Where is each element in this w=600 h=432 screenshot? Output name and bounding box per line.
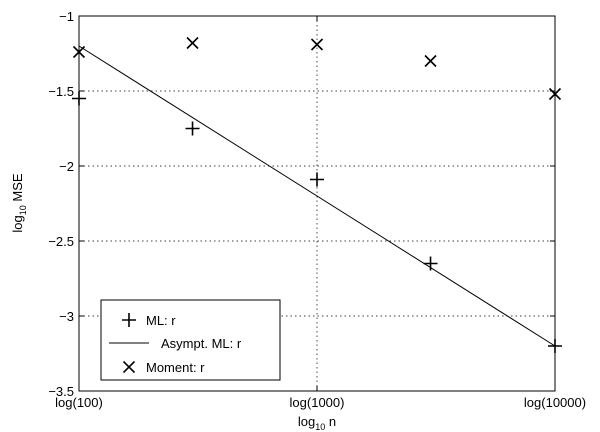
y-tick-label: −3 [59,309,74,324]
cross-marker [72,45,86,59]
y-axis-label: log10 MSE [10,173,28,232]
plus-marker [423,256,438,271]
cross-marker [310,38,324,51]
plus-marker [72,91,86,106]
y-tick-label: −3.5 [48,384,74,399]
plus-marker [310,172,324,187]
x-tick-label: log(10000) [524,395,586,410]
legend-item: ML: r [122,313,176,328]
legend-box [100,299,281,381]
legend-label: ML: r [146,313,176,328]
legend-item: Asympt. ML: r [109,336,242,351]
cross-marker [548,87,562,101]
cross-marker [186,36,199,50]
series-layer [72,36,562,353]
plus-marker [122,313,136,327]
y-tick-label: −1.5 [48,84,74,99]
y-tick-label: −2 [59,159,74,174]
x-tick-label: log(1000) [290,395,345,410]
legend: ML: r Asympt. ML: r Moment: r [100,299,281,381]
tick-labels: log(100) log(1000) log(10000) −1 −1.5 −2 −2.5 −… [48,9,586,410]
asymptotic-line [78,45,556,347]
legend-label: Asympt. ML: r [161,336,242,351]
cross-marker [424,54,437,68]
x-axis-label: log10 n [298,414,336,432]
plus-marker [185,121,200,136]
x-tick-label: log(100) [55,395,103,410]
legend-item: Moment: r [122,360,205,375]
cross-marker [122,360,136,374]
series-plus [72,91,562,353]
grid-lines [78,15,556,392]
y-tick-label: −1 [59,9,74,24]
axis-ticks [78,15,556,392]
series-cross [72,36,562,101]
y-tick-label: −2.5 [48,234,74,249]
legend-label: Moment: r [146,360,205,375]
series-line [78,45,556,347]
